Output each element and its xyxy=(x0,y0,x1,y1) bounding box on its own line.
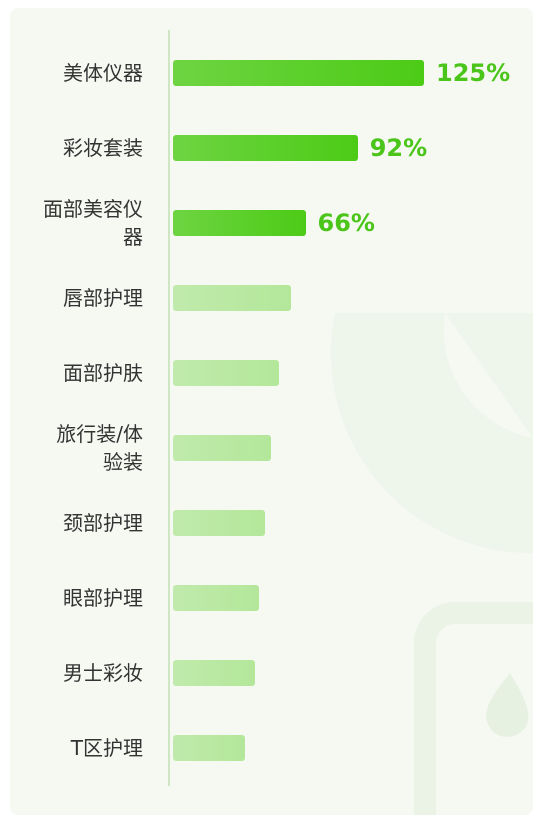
bar xyxy=(173,660,256,686)
value-label: 92% xyxy=(369,134,428,162)
bar xyxy=(173,285,292,311)
value-label: 125% xyxy=(436,59,511,87)
category-label: 美体仪器 xyxy=(63,61,143,85)
category-label: 男士彩妆 xyxy=(63,661,143,685)
bg-shape xyxy=(330,313,533,554)
chart-card: 美体仪器 125% 彩妆套装 92% 面部美容仪器 66% 唇部护理面部护肤旅行装/体验装颈… xyxy=(10,8,533,815)
bar xyxy=(173,585,260,611)
bar xyxy=(173,735,246,761)
category-label: 眼部护理 xyxy=(63,586,143,610)
bar xyxy=(173,360,280,386)
category-label: 面部护肤 xyxy=(63,361,143,385)
category-label: 颈部护理 xyxy=(63,511,143,535)
bar xyxy=(173,510,266,536)
bar xyxy=(173,135,358,161)
bg-shape xyxy=(414,602,533,815)
decoration xyxy=(168,30,533,815)
category-label: 旅行装/体验装 xyxy=(56,422,143,474)
bg-shape xyxy=(443,313,533,438)
category-label: 唇部护理 xyxy=(63,286,143,310)
category-label: T区护理 xyxy=(70,736,143,760)
category-label: 面部美容仪器 xyxy=(43,197,143,249)
bar xyxy=(173,60,424,86)
bar xyxy=(173,435,272,461)
bar xyxy=(173,210,306,236)
value-label: 66% xyxy=(317,209,375,237)
bg-shape xyxy=(486,673,529,737)
category-label: 彩妆套装 xyxy=(63,136,143,160)
